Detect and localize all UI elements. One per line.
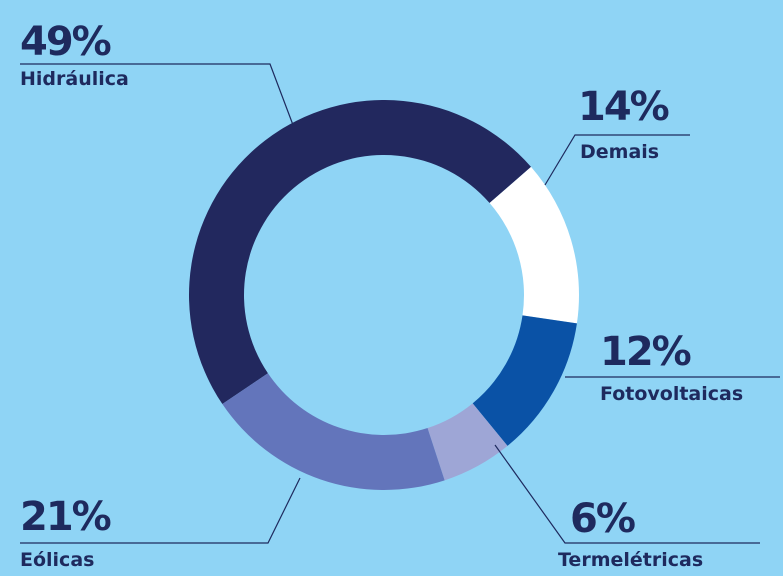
value-label: 14% xyxy=(578,84,669,130)
leader-line xyxy=(544,134,690,186)
leader-line xyxy=(20,63,294,126)
value-label: 21% xyxy=(20,494,111,540)
value-label: 12% xyxy=(600,329,691,375)
leader-line xyxy=(494,444,760,544)
value-label: 6% xyxy=(570,496,635,542)
donut-segment xyxy=(472,315,577,446)
category-label: Fotovoltaicas xyxy=(600,383,743,405)
donut xyxy=(189,100,579,490)
donut-segment xyxy=(189,100,532,405)
donut-segment xyxy=(489,166,579,324)
category-label: Termelétricas xyxy=(558,549,703,571)
category-label: Eólicas xyxy=(20,549,94,571)
donut-segment xyxy=(222,373,445,490)
category-label: Demais xyxy=(580,141,659,163)
leader-line xyxy=(20,477,301,544)
category-label: Hidráulica xyxy=(20,68,129,90)
donut-segment xyxy=(427,403,508,481)
value-label: 49% xyxy=(20,19,111,65)
